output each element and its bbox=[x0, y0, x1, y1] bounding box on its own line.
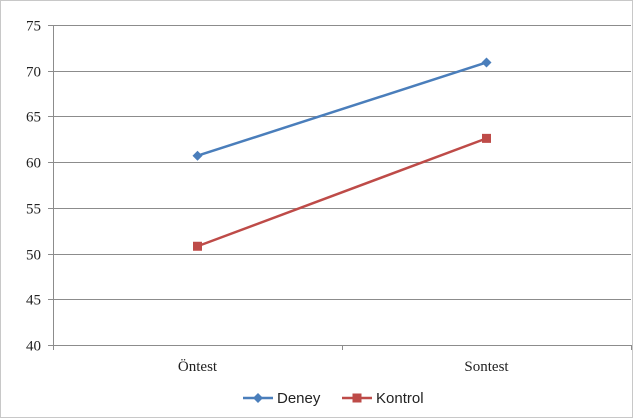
y-tick-label: 65 bbox=[26, 110, 41, 126]
legend-marker bbox=[253, 393, 263, 403]
x-tick-label: Öntest bbox=[178, 358, 218, 375]
y-tick-label: 50 bbox=[26, 248, 41, 264]
y-tick-label: 60 bbox=[26, 156, 41, 172]
x-axis-tick-labels: Öntest Sontest bbox=[178, 358, 509, 375]
y-tick-label: 75 bbox=[26, 19, 41, 35]
y-axis-tick-labels: 40 45 50 55 60 65 70 75 bbox=[26, 19, 41, 355]
legend-marker bbox=[352, 393, 362, 403]
data-point-diamond bbox=[192, 150, 203, 161]
y-tick-label: 45 bbox=[26, 293, 41, 309]
series-line bbox=[197, 61, 487, 157]
x-tick-label: Sontest bbox=[464, 359, 509, 375]
legend-label: Deney bbox=[277, 390, 321, 407]
legend: Deney Kontrol bbox=[243, 390, 424, 407]
data-point-square bbox=[193, 241, 202, 251]
y-tick-label: 70 bbox=[26, 65, 41, 81]
y-tick-label: 55 bbox=[26, 202, 41, 218]
series-kontrol bbox=[193, 133, 491, 251]
series-line bbox=[197, 137, 487, 248]
legend-item: Deney bbox=[243, 390, 321, 407]
legend-item: Kontrol bbox=[342, 390, 424, 407]
gridlines bbox=[48, 25, 632, 350]
series-deney bbox=[192, 57, 492, 161]
y-tick-label: 40 bbox=[26, 339, 41, 355]
series-lines bbox=[192, 57, 492, 251]
legend-label: Kontrol bbox=[376, 390, 424, 407]
data-point-square bbox=[482, 133, 491, 143]
data-point-diamond bbox=[481, 57, 492, 68]
